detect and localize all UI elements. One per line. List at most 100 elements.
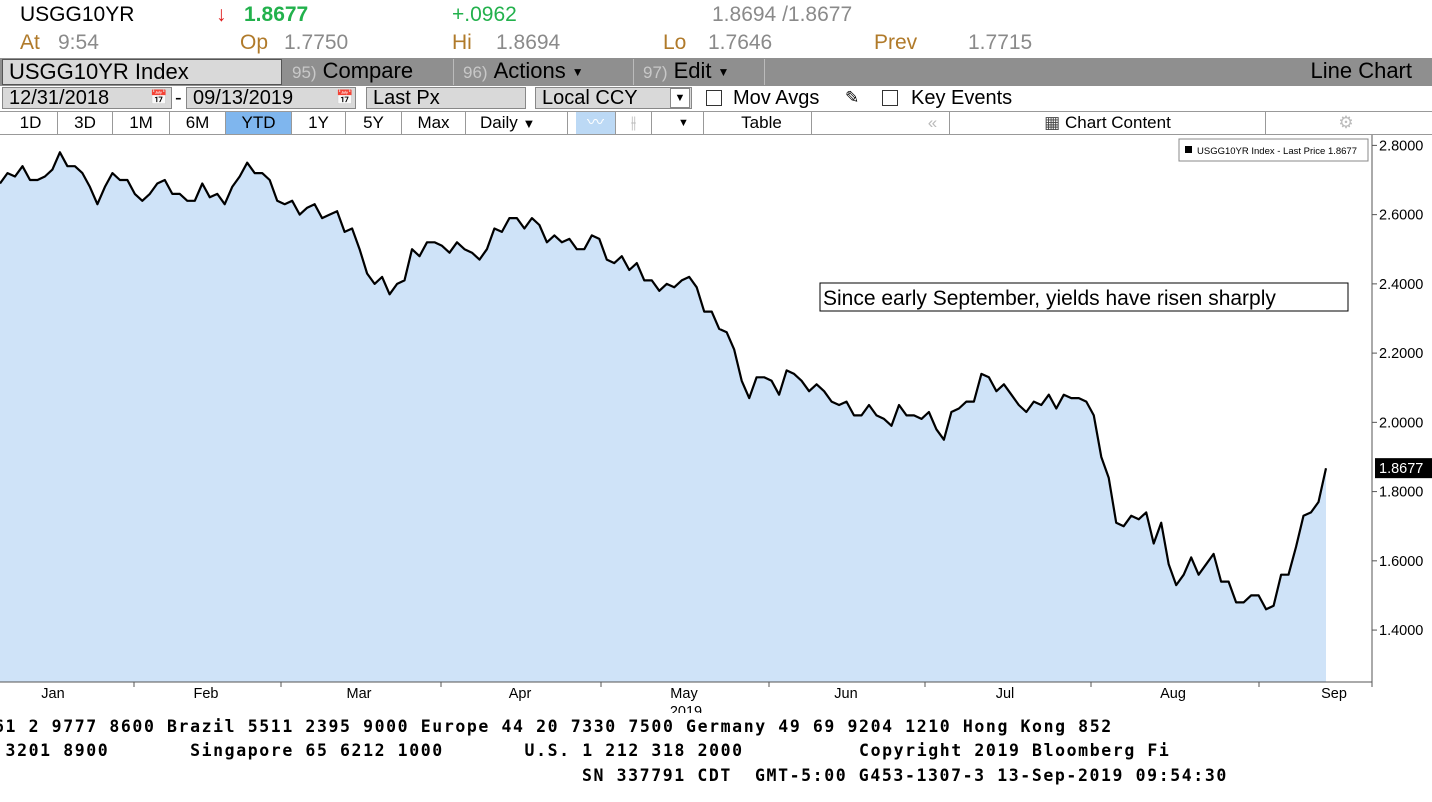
chevron-down-icon: ▼ xyxy=(571,65,584,80)
down-arrow-icon: ↓ xyxy=(216,3,227,26)
last-price: 1.8677 xyxy=(244,3,309,26)
low-value: 1.7646 xyxy=(708,31,773,54)
legend: USGG10YR Index - Last Price 1.8677 xyxy=(1178,138,1369,162)
double-chevron-left-icon[interactable]: « xyxy=(916,112,950,134)
y-tick-label: 1.4000 xyxy=(1379,623,1423,639)
period-6m[interactable]: 6M xyxy=(170,112,226,134)
edit-number: 97) xyxy=(643,63,668,82)
x-axis: Jan Feb Mar Apr May Jun Jul Aug Sep 2019 xyxy=(0,681,1373,713)
legend-label: USGG10YR Index - Last Price 1.8677 xyxy=(1197,146,1357,157)
bid-ask: 1.8694 /1.8677 xyxy=(712,3,853,26)
period-bar: 1D 3D 1M 6M YTD 1Y 5Y Max Daily ▼ 〰 ⫲ ▼ … xyxy=(0,111,1432,135)
low-label: Lo xyxy=(663,31,687,54)
area-fill xyxy=(0,152,1326,683)
date-separator: - xyxy=(175,87,182,109)
open-label: Op xyxy=(240,31,269,54)
compare-button[interactable]: 95) Compare xyxy=(286,59,454,85)
quote-time: 9:54 xyxy=(58,31,99,54)
actions-label: Actions xyxy=(493,58,566,83)
period-ytd[interactable]: YTD xyxy=(226,112,292,134)
mov-avgs-checkbox[interactable] xyxy=(706,90,722,106)
line-style-icon[interactable]: 〰 xyxy=(576,112,616,134)
y-tick-label: 1.6000 xyxy=(1379,554,1423,570)
y-tick-label: 2.8000 xyxy=(1379,138,1423,154)
last-value-label: 1.8677 xyxy=(1379,461,1423,477)
compare-number: 95) xyxy=(292,63,317,82)
y-tick-label: 2.4000 xyxy=(1379,277,1423,293)
table-button[interactable]: Table xyxy=(712,112,812,134)
year-label: 2019 xyxy=(670,704,702,713)
x-tick-label: Jan xyxy=(41,686,64,702)
legend-swatch xyxy=(1185,146,1192,153)
gear-icon[interactable]: ⚙ xyxy=(1338,113,1354,132)
frequency-select[interactable]: Daily ▼ xyxy=(472,112,568,134)
compare-label: Compare xyxy=(322,58,414,83)
edit-label: Edit xyxy=(673,58,712,83)
footer-contacts-line1: 61 2 9777 8600 Brazil 5511 2395 9000 Eur… xyxy=(0,717,1113,736)
chevron-down-icon[interactable]: ▼ xyxy=(670,88,690,108)
x-tick-label: Feb xyxy=(194,686,219,702)
actions-button[interactable]: 96) Actions ▼ xyxy=(457,59,634,85)
chevron-down-icon: ▼ xyxy=(522,116,536,131)
prev-value: 1.7715 xyxy=(968,31,1033,54)
actions-number: 96) xyxy=(463,63,488,82)
chevron-down-icon[interactable]: ▼ xyxy=(664,112,704,134)
at-label: At xyxy=(20,31,40,54)
period-max[interactable]: Max xyxy=(402,112,466,134)
currency-select[interactable]: Local CCY xyxy=(535,87,692,109)
chart-icon: ▦ xyxy=(1044,113,1061,132)
footer-session-info: SN 337791 CDT GMT-5:00 G453-1307-3 13-Se… xyxy=(582,766,1228,785)
y-tick-label: 2.2000 xyxy=(1379,346,1423,362)
high-value: 1.8694 xyxy=(496,31,561,54)
period-1m[interactable]: 1M xyxy=(113,112,170,134)
annotation-text: Since early September, yields have risen… xyxy=(823,287,1276,310)
chevron-down-icon: ▼ xyxy=(717,65,730,80)
net-change: +.0962 xyxy=(452,3,517,26)
security-input[interactable]: USGG10YR Index xyxy=(2,59,282,85)
x-tick-label: Aug xyxy=(1160,686,1186,702)
title-bar: USGG10YR Index 95) Compare 96) Actions ▼ 97… xyxy=(0,58,1432,86)
x-tick-label: Sep xyxy=(1321,686,1347,702)
ticker-symbol[interactable]: USGG10YR xyxy=(20,3,135,26)
x-tick-label: Jul xyxy=(996,686,1015,702)
settings-row: 12/31/2018 📅 - 09/13/2019 📅 Last Px Loca… xyxy=(0,86,1432,110)
period-3d[interactable]: 3D xyxy=(58,112,113,134)
x-tick-label: Apr xyxy=(509,686,532,702)
annotation-box: Since early September, yields have risen… xyxy=(819,282,1349,312)
key-events-label: Key Events xyxy=(911,87,1013,109)
yield-chart: 2.8000 2.6000 2.4000 2.2000 2.0000 1.8000 1.60… xyxy=(0,135,1432,713)
prev-label: Prev xyxy=(874,31,918,54)
pencil-icon[interactable]: ✎ xyxy=(845,88,860,107)
quote-header: USGG10YR ↓ 1.8677 +.0962 1.8694 /1.8677 … xyxy=(0,0,1432,58)
start-date-input[interactable]: 12/31/2018 xyxy=(2,87,172,109)
footer: 61 2 9777 8600 Brazil 5511 2395 9000 Eur… xyxy=(0,713,1432,802)
period-1y[interactable]: 1Y xyxy=(292,112,346,134)
chart-type-label: Line Chart xyxy=(1310,58,1412,83)
mov-avgs-label: Mov Avgs xyxy=(733,87,820,109)
period-1d[interactable]: 1D xyxy=(4,112,58,134)
price-line xyxy=(0,151,1328,611)
y-axis: 2.8000 2.6000 2.4000 2.2000 2.0000 1.8000 1.60… xyxy=(1371,135,1432,682)
frequency-label: Daily xyxy=(480,113,518,132)
key-events-checkbox[interactable] xyxy=(882,90,898,106)
x-tick-label: May xyxy=(670,686,698,702)
chart-content-label: Chart Content xyxy=(1064,113,1171,132)
end-date-input[interactable]: 09/13/2019 xyxy=(186,87,356,109)
edit-button[interactable]: 97) Edit ▼ xyxy=(637,59,765,85)
field-select[interactable]: Last Px xyxy=(366,87,526,109)
x-tick-label: Jun xyxy=(834,686,857,702)
y-tick-label: 2.6000 xyxy=(1379,208,1423,224)
y-tick-label: 2.0000 xyxy=(1379,415,1423,431)
open-value: 1.7750 xyxy=(284,31,349,54)
x-tick-label: Mar xyxy=(347,686,372,702)
calendar-icon[interactable]: 📅 xyxy=(336,89,354,105)
footer-contacts-line2: 3201 8900 Singapore 65 6212 1000 U.S. 1 … xyxy=(0,741,1171,760)
plot-area xyxy=(0,151,1328,683)
candle-style-icon[interactable]: ⫲ xyxy=(616,112,652,134)
chart-content-button[interactable]: ▦ Chart Content xyxy=(950,112,1266,134)
y-tick-label: 1.8000 xyxy=(1379,485,1423,501)
high-label: Hi xyxy=(452,31,472,54)
calendar-icon[interactable]: 📅 xyxy=(150,89,168,105)
period-5y[interactable]: 5Y xyxy=(346,112,402,134)
last-value-badge xyxy=(1375,458,1432,479)
